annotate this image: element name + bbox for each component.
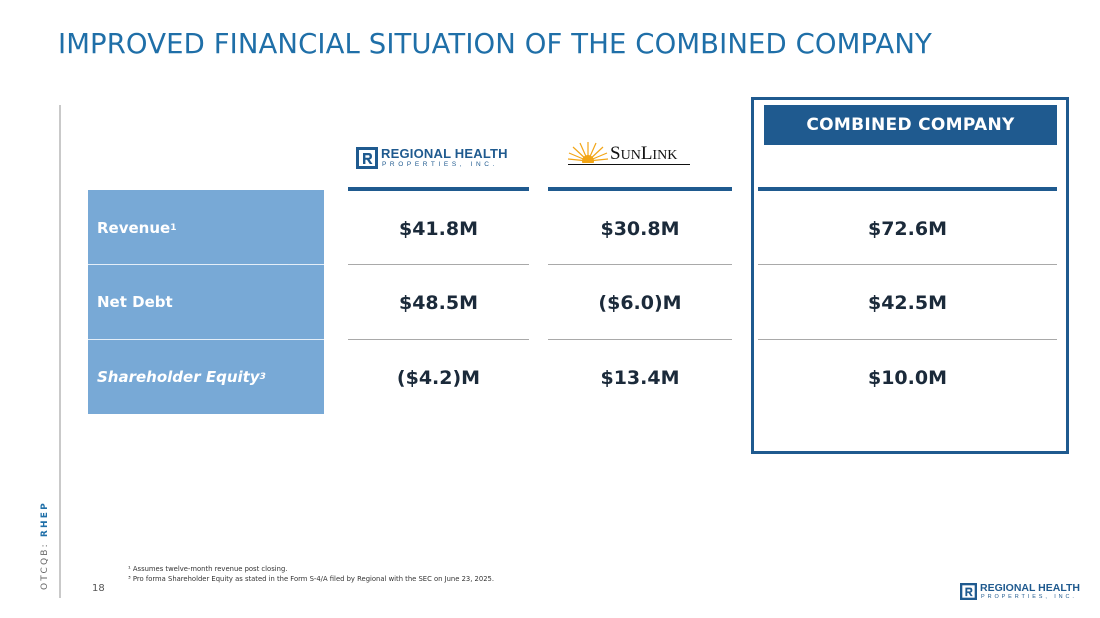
ticker-symbol: RHEP	[40, 501, 50, 538]
left-divider	[59, 105, 61, 598]
footnote-1: ¹ Assumes twelve-month revenue post clos…	[128, 565, 288, 573]
value-net-debt-combined: $42.5M	[867, 292, 947, 314]
row-label-sup: 3	[259, 372, 266, 382]
value-revenue-regional: $41.8M	[398, 218, 478, 240]
sunlink-un: UN	[620, 148, 641, 163]
sunlink-l: L	[640, 143, 653, 164]
value-equity-combined: $10.0M	[867, 367, 947, 389]
regional-column-bar	[348, 187, 529, 191]
regional-health-logo-mark-icon	[356, 147, 378, 169]
row-label-text: Net Debt	[97, 293, 173, 311]
sun-rays-icon	[568, 142, 608, 163]
value-net-debt-sunlink: ($6.0)M	[598, 292, 682, 314]
row-label-text: Shareholder Equity	[97, 368, 260, 386]
regional-logo-line2: PROPERTIES, INC.	[382, 161, 498, 168]
ticker-side-label: OTCQB: RHEP	[40, 460, 50, 590]
row-label-shareholder-equity: Shareholder Equity 3	[88, 340, 324, 414]
ticker-prefix: OTCQB:	[40, 537, 50, 590]
row-divider	[758, 339, 1057, 340]
sunlink-wordmark: SUNLINK	[610, 143, 677, 165]
value-net-debt-regional: $48.5M	[398, 292, 478, 314]
page-title: IMPROVED FINANCIAL SITUATION OF THE COMB…	[58, 28, 932, 60]
row-label-divider	[88, 264, 324, 265]
row-label-net-debt: Net Debt	[88, 265, 324, 339]
value-equity-sunlink: $13.4M	[600, 367, 680, 389]
page-number: 18	[92, 583, 105, 594]
combined-company-header: COMBINED COMPANY	[764, 105, 1057, 145]
footer-logo-line1: REGIONAL HEALTH	[980, 582, 1080, 594]
sunlink-column-bar	[548, 187, 732, 191]
footer-regional-logo-mark-icon	[960, 583, 977, 600]
footnote-3: ³ Pro forma Shareholder Equity as stated…	[128, 575, 495, 583]
row-label-sup: 1	[170, 223, 177, 233]
footnotes: ¹ Assumes twelve-month revenue post clos…	[128, 564, 494, 584]
footer-regional-health-logo: REGIONAL HEALTH PROPERTIES, INC.	[960, 581, 1080, 603]
row-divider	[548, 339, 732, 340]
value-revenue-combined: $72.6M	[867, 218, 947, 240]
combined-company-box	[751, 97, 1069, 454]
sunlink-ink: INK	[652, 148, 678, 163]
value-equity-regional: ($4.2)M	[396, 367, 481, 389]
row-label-revenue: Revenue 1	[88, 190, 324, 264]
sunlink-underline	[568, 164, 690, 165]
combined-column-bar	[758, 187, 1057, 191]
row-divider	[348, 339, 529, 340]
row-divider	[548, 264, 732, 265]
row-divider	[758, 264, 1057, 265]
sunlink-logo: SUNLINK	[568, 138, 692, 168]
footer-logo-line2: PROPERTIES, INC.	[981, 594, 1077, 600]
regional-logo-line1: REGIONAL HEALTH	[381, 146, 508, 161]
sunlink-s: S	[610, 143, 621, 164]
row-label-text: Revenue	[97, 219, 171, 237]
row-label-divider	[88, 339, 324, 340]
value-revenue-sunlink: $30.8M	[600, 218, 680, 240]
regional-health-logo: REGIONAL HEALTH PROPERTIES, INC.	[356, 145, 508, 171]
row-divider	[348, 264, 529, 265]
